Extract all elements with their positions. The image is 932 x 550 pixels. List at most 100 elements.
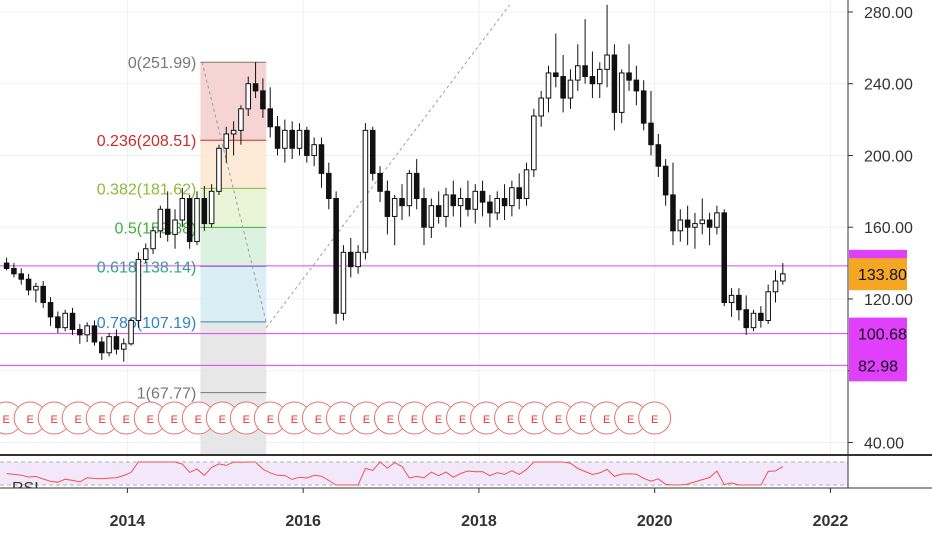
candle-body-14 xyxy=(106,336,112,354)
earnings-label-1: E xyxy=(26,414,33,426)
earnings-label-16: E xyxy=(387,414,394,426)
candle-16 xyxy=(120,338,127,362)
candle-92 xyxy=(677,209,684,242)
candle-62 xyxy=(457,187,464,228)
candle-67 xyxy=(494,191,500,221)
candle-3 xyxy=(25,273,32,296)
candle-54 xyxy=(399,184,405,221)
swing-trend-line xyxy=(265,4,511,328)
horizontal-levels[interactable] xyxy=(0,265,848,366)
price-tick-label-2: 120.00 xyxy=(864,292,913,309)
candle-body-27 xyxy=(201,198,208,225)
candle-body-8 xyxy=(62,312,68,329)
candle-body-57 xyxy=(421,198,427,228)
candle-64 xyxy=(472,184,479,224)
candle-13 xyxy=(99,336,105,360)
candle-body-44 xyxy=(326,172,332,200)
candle-body-84 xyxy=(618,72,625,113)
candle-body-88 xyxy=(648,122,654,146)
rsi-line xyxy=(6,461,784,486)
candle-body-47 xyxy=(348,251,354,268)
candle-body-86 xyxy=(633,79,640,92)
earnings-label-20: E xyxy=(483,414,490,426)
candle-body-49 xyxy=(362,129,369,253)
candle-28 xyxy=(208,184,215,228)
candle-5 xyxy=(40,281,46,308)
candle-body-13 xyxy=(99,341,105,354)
candle-body-20 xyxy=(150,230,156,250)
candle-body-48 xyxy=(355,251,361,268)
price-tick-label-6: 280.00 xyxy=(864,5,913,22)
level-tag-1-bg xyxy=(849,317,907,350)
candle-72 xyxy=(531,108,537,177)
level-tag-2: 82.98 xyxy=(849,349,907,382)
candle-58 xyxy=(428,198,435,238)
candle-body-4 xyxy=(33,285,39,291)
candle-80 xyxy=(589,51,596,99)
candle-body-89 xyxy=(655,144,662,167)
candle-44 xyxy=(326,162,332,210)
candle-22 xyxy=(164,191,171,242)
candle-69 xyxy=(509,180,515,217)
candle-1 xyxy=(11,263,17,278)
candle-body-99 xyxy=(728,294,735,304)
candle-body-45 xyxy=(333,198,339,314)
current-price-tag-label: 133.80 xyxy=(858,267,907,284)
candle-12 xyxy=(91,320,98,346)
earnings-label-4: E xyxy=(99,414,106,426)
earnings-label-8: E xyxy=(195,414,202,426)
candle-48 xyxy=(355,245,361,274)
earnings-marker-5: E xyxy=(109,401,143,435)
candle-15 xyxy=(113,329,120,355)
fib-trend-line xyxy=(201,62,267,323)
candle-body-23 xyxy=(172,219,178,235)
candle-17 xyxy=(128,318,134,346)
earnings-marker-19: E xyxy=(446,401,480,435)
candle-9 xyxy=(69,307,76,335)
candle-85 xyxy=(626,44,632,91)
candle-93 xyxy=(684,205,691,246)
candle-body-33 xyxy=(245,83,252,110)
time-tick-label-3: 2020 xyxy=(637,513,673,530)
candle-51 xyxy=(377,166,383,203)
candle-0 xyxy=(3,257,10,271)
candle-body-22 xyxy=(164,208,171,235)
earnings-label-22: E xyxy=(531,414,538,426)
candle-7 xyxy=(55,311,61,334)
earnings-label-15: E xyxy=(363,414,370,426)
candle-body-60 xyxy=(443,194,449,217)
candle-body-39 xyxy=(289,129,295,149)
candle-body-101 xyxy=(743,309,749,329)
earnings-marker-27: E xyxy=(638,401,672,435)
candle-29 xyxy=(216,144,222,195)
candle-body-82 xyxy=(604,54,610,70)
candle-body-71 xyxy=(523,169,530,200)
candle-body-34 xyxy=(252,83,259,92)
candle-body-90 xyxy=(662,165,669,196)
candle-96 xyxy=(706,212,713,246)
candle-76 xyxy=(560,55,566,113)
candle-50 xyxy=(369,126,376,181)
candle-2 xyxy=(18,268,25,285)
candle-100 xyxy=(736,288,742,321)
candle-body-52 xyxy=(384,190,391,217)
candle-body-98 xyxy=(721,212,728,304)
price-tick-label-4: 200.00 xyxy=(864,148,913,165)
candle-32 xyxy=(238,105,244,145)
candle-84 xyxy=(618,69,625,124)
earnings-label-24: E xyxy=(579,414,586,426)
candle-53 xyxy=(391,194,398,246)
candle-68 xyxy=(501,184,508,221)
candle-body-0 xyxy=(3,262,10,269)
rsi-pane: RSI xyxy=(0,454,932,497)
time-axis-bg xyxy=(0,488,932,550)
earnings-marker-10: E xyxy=(229,401,263,435)
current-price-tag: 133.80 xyxy=(849,258,907,291)
earnings-label-25: E xyxy=(603,414,610,426)
candle-body-5 xyxy=(40,285,46,304)
candle-body-68 xyxy=(501,198,508,207)
candle-89 xyxy=(655,133,662,177)
